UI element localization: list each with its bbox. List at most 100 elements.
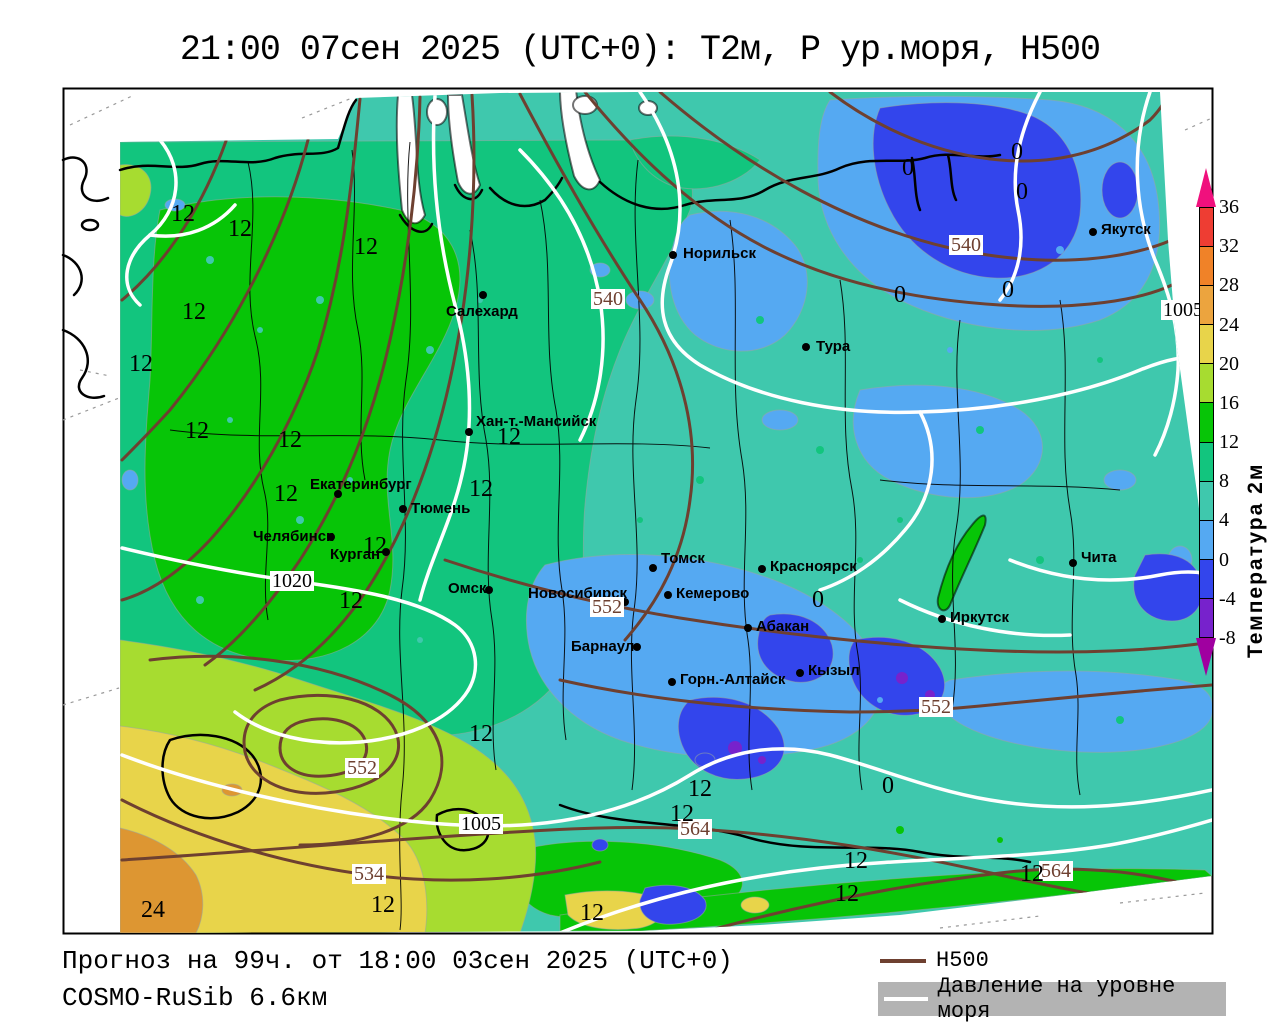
temperature-contour-label: 12 xyxy=(844,849,868,873)
city-dot xyxy=(465,428,473,436)
colorbar-label: Температура 2м xyxy=(1244,463,1268,658)
colorbar-segment xyxy=(1200,443,1213,482)
legend-h500-label: H500 xyxy=(936,948,989,973)
temperature-contour-label: 0 xyxy=(882,774,894,798)
city-dot xyxy=(664,591,672,599)
city-label: Чита xyxy=(1081,550,1116,565)
city-dot xyxy=(744,624,752,632)
legend-mslp-label: Давление на уровне моря xyxy=(938,974,1226,1024)
h500-line-sample xyxy=(880,959,926,963)
city-dot xyxy=(668,678,676,686)
colorbar-segment xyxy=(1200,247,1213,286)
temperature-contour-label: 12 xyxy=(129,352,153,376)
colorbar-segment xyxy=(1200,482,1213,521)
temperature-contour-label: 12 xyxy=(469,477,493,501)
city-label: Барнаул xyxy=(571,639,634,654)
temperature-contour-label: 12 xyxy=(469,722,493,746)
temperature-contour-label: 12 xyxy=(228,217,252,241)
temperature-contour-label: 12 xyxy=(497,425,521,449)
city-dot xyxy=(796,669,804,677)
city-dot xyxy=(399,505,407,513)
city-label: Салехард xyxy=(446,304,518,319)
city-dot xyxy=(479,291,487,299)
mslp-line-sample xyxy=(884,997,928,1001)
colorbar-segment xyxy=(1200,325,1213,364)
temperature-contour-label: 24 xyxy=(141,898,165,922)
temperature-contour-label: 12 xyxy=(354,235,378,259)
city-dot xyxy=(1069,559,1077,567)
city-label: Красноярск xyxy=(770,559,857,574)
temperature-contour-label: 12 xyxy=(1020,862,1044,886)
legend-h500: H500 xyxy=(880,948,989,973)
temperature-contour-label: 12 xyxy=(182,300,206,324)
city-label: Кемерово xyxy=(676,586,749,601)
colorbar-tick: 12 xyxy=(1219,432,1267,452)
colorbar-tick: 24 xyxy=(1219,315,1267,335)
colorbar-tick: 20 xyxy=(1219,354,1267,374)
temperature-contour-label: 12 xyxy=(670,802,694,826)
h500-contour-label: 552 xyxy=(919,697,953,717)
pressure-contour-label: 1005 xyxy=(459,814,503,834)
city-label: Тюмень xyxy=(411,501,470,516)
colorbar-over-arrow xyxy=(1196,168,1216,207)
temperature-contour-label: 12 xyxy=(371,893,395,917)
city-label: Екатеринбург xyxy=(310,477,412,492)
temperature-contour-label: 12 xyxy=(363,534,387,558)
temperature-contour-label: 12 xyxy=(580,901,604,925)
h500-contour-label: 540 xyxy=(949,235,983,255)
city-label: Тура xyxy=(816,339,850,354)
city-label: Горн.-Алтайск xyxy=(680,672,785,687)
city-label: Омск xyxy=(448,581,486,596)
temperature-contour-label: 0 xyxy=(894,283,906,307)
colorbar-segment xyxy=(1200,599,1213,637)
temperature-contour-label: 12 xyxy=(171,202,195,226)
colorbar-segments xyxy=(1199,207,1214,638)
colorbar-segment xyxy=(1200,208,1213,247)
h500-contour-label: 534 xyxy=(352,864,386,884)
h500-contour-label: 552 xyxy=(590,597,624,617)
colorbar-tick: 36 xyxy=(1219,197,1267,217)
city-dot xyxy=(758,565,766,573)
temperature-contour-label: 0 xyxy=(1016,180,1028,204)
pressure-contour-label: 1020 xyxy=(270,571,314,591)
temperature-contour-label: 12 xyxy=(185,419,209,443)
temperature-contour-label: 12 xyxy=(339,589,363,613)
city-dot xyxy=(1089,228,1097,236)
colorbar-segment xyxy=(1200,364,1213,403)
city-label: Челябинск xyxy=(253,529,334,544)
weather-map-page: 21:00 07сен 2025 (UTC+0): Т2м, Р ур.моря… xyxy=(0,0,1280,1024)
temperature-contour-label: 12 xyxy=(835,882,859,906)
temperature-contour-label: 0 xyxy=(902,156,914,180)
city-label: Якутск xyxy=(1101,222,1151,237)
h500-contour-label: 540 xyxy=(591,289,625,309)
colorbar-segment xyxy=(1200,560,1213,599)
city-dot xyxy=(938,615,946,623)
colorbar-segment xyxy=(1200,403,1213,442)
colorbar-tick: 16 xyxy=(1219,393,1267,413)
temperature-contour-label: 12 xyxy=(278,428,302,452)
city-label: Хан-т.-Мансийск xyxy=(476,414,596,429)
colorbar-tick: 32 xyxy=(1219,236,1267,256)
city-label: Норильск xyxy=(683,246,756,261)
city-label: Абакан xyxy=(756,619,809,634)
temperature-contour-label: 0 xyxy=(1011,140,1023,164)
forecast-info: Прогноз на 99ч. от 18:00 03сен 2025 (UTC… xyxy=(62,946,733,976)
colorbar-segment xyxy=(1200,286,1213,325)
city-label: Иркутск xyxy=(950,610,1009,625)
h500-contour-label: 564 xyxy=(1039,861,1073,881)
temperature-contour-label: 12 xyxy=(688,777,712,801)
city-dot xyxy=(802,343,810,351)
temperature-contour-label: 0 xyxy=(1002,278,1014,302)
legend-mslp: Давление на уровне моря xyxy=(878,982,1226,1016)
city-dot xyxy=(669,251,677,259)
colorbar-under-arrow xyxy=(1196,638,1216,676)
city-label: Кызыл xyxy=(808,663,860,678)
map-canvas xyxy=(0,0,1280,1024)
colorbar-segment xyxy=(1200,521,1213,560)
h500-contour-label: 552 xyxy=(345,758,379,778)
model-info: COSMO-RuSib 6.6км xyxy=(62,983,327,1013)
colorbar-tick: 28 xyxy=(1219,275,1267,295)
temperature-contour-label: 0 xyxy=(812,588,824,612)
temperature-contour-label: 12 xyxy=(274,482,298,506)
city-label: Томск xyxy=(661,551,705,566)
